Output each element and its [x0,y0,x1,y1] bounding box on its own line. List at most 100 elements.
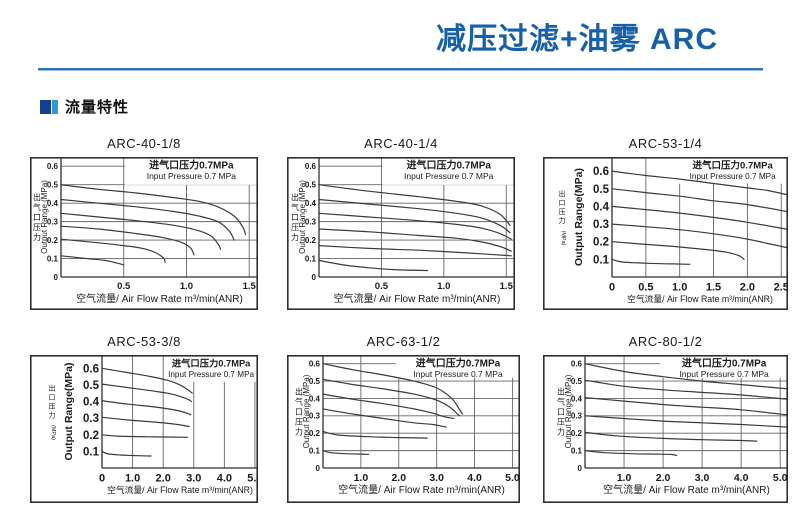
chart-text: 1.5 [500,281,514,292]
chart-text: 1.0 [180,281,193,292]
page-title: 减压过滤+油雾 ARC [436,23,718,56]
chart-text: Output Range (MPa) [564,374,573,448]
chart-text: 2.0 [740,282,755,294]
chart-text: 0.3 [305,217,317,226]
chart-text: 4.0 [217,473,232,485]
curve-0.2 [584,431,758,442]
chart-text: 力 [49,411,56,420]
chart-text: 0.5 [309,377,321,386]
chart-text: (MPa) [560,231,566,246]
chart-text: 4.0 [467,472,482,484]
chart-text: 0.5 [638,282,653,294]
chart-title: ARC-40-1/8 [107,136,181,151]
curve-0.1 [584,450,678,457]
chart-text: 2.0 [156,473,171,485]
chart-text: Output Range(MPa) [573,168,585,266]
chart-text: 2.0 [391,472,406,484]
chart-text: 0.5 [305,180,317,189]
chart-text: 压 [291,223,299,232]
chart-text: Output Range (MPa) [40,180,49,254]
chart-text: 进气口压力0.7MPa [682,357,767,370]
chart-text: 出 [33,192,41,202]
chart-text: 口 [33,213,41,222]
chart-text: 4.0 [734,472,749,484]
curve-0.3 [611,223,789,249]
section-title: 流量特性 [65,99,130,116]
curve-0.09 [318,259,429,272]
chart-text: 1.5 [243,281,257,292]
chart-text: Output Range (MPa) [302,374,311,448]
chart-text: 0 [578,464,583,473]
chart-text: 压 [559,208,566,216]
chart-text: 0.1 [305,254,317,263]
chart-text: 进气口压力0.7MPa [149,159,234,172]
curve-0.1 [101,450,152,457]
curve-0.27 [60,225,195,256]
chart-text: 0.4 [83,397,100,409]
curve-0.1 [322,450,370,455]
chart-text: 0.3 [571,412,583,421]
chart-text: 0.2 [83,430,99,442]
curve-0.2 [60,238,166,263]
curve-0.51 [322,378,460,417]
chart-text: 压 [33,223,41,232]
chart-title: ARC-40-1/4 [364,136,438,151]
chart-text: 0.1 [571,446,583,455]
curve-0.6 [322,363,463,415]
chart-text: 0.4 [593,201,610,213]
chart-text: 0 [54,273,59,282]
chart-text: 气 [33,202,41,212]
curve-0.5 [101,383,192,403]
chart-text: 0.1 [309,446,321,455]
chart-text: 0.5 [375,281,389,292]
chart-text: 0.1 [83,446,100,458]
chart-text: 空气流量/ Air Flow Rate m³/min(ANR) [338,483,505,496]
chart-text: 力 [557,427,565,437]
chart-text: Output Range (MPa) [298,180,307,254]
chart-text: 0.2 [305,236,317,245]
chart-text: 0.3 [593,219,609,231]
chart-text: 0.5 [117,281,131,292]
curve-0.11 [60,255,125,266]
chart-text: 3.0 [186,473,201,485]
curve-0.5 [584,379,789,400]
chart-text: 3.0 [695,472,710,484]
chart-text: (MPa) [50,425,56,440]
header-rule [38,68,763,71]
chart-text: Input Pressure 0.7 MPa [679,369,769,379]
chart-arc-63-1/2: ARC-63-1/2 进气口压力0.7MPa Input Pressure 0.7 … [287,334,520,503]
chart-text: 空气流量/ Air Flow Rate m³/min(ANR) [107,484,253,495]
curve-0.4 [101,400,192,416]
chart-text: 口 [49,394,56,402]
curve-0.42 [318,198,511,234]
chart-text: 气 [295,397,303,407]
chart-text: 出 [49,384,56,393]
curve-0.5 [60,184,247,236]
chart-text: 出 [291,192,299,202]
chart-text: 力 [559,216,566,225]
chart-text: 2.0 [656,472,671,484]
curve-0.2 [101,434,189,438]
chart-text: 空气流量/ Air Flow Rate m³/min(ANR) [76,292,243,305]
chart-text: 进气口压力0.7MPa [172,358,251,369]
chart-text: 压 [557,418,565,427]
chart-text: 0.5 [83,380,100,392]
chart-text: 0.2 [571,429,583,438]
chart-title: ARC-63-1/2 [366,334,441,349]
chart-text: 力 [295,427,303,437]
chart-text: 力 [291,232,299,242]
chart-text: 进气口压力0.7MPa [416,357,501,370]
chart-text: 0.6 [309,359,321,368]
chart-arc-53-1/4: ARC-53-1/4 进气口压力0.7MPa Input Pressure 0.7 … [543,136,789,310]
chart-text: 3.0 [429,472,444,484]
chart-text: 0.5 [593,184,610,196]
chart-title: ARC-80-1/2 [628,334,703,349]
curve-0.34 [322,408,447,428]
chart-text: 压 [295,418,303,427]
chart-arc-40-1/4: ARC-40-1/4 进气口压力0.7MPa Input Pressure 0.7 … [287,136,515,310]
chart-text: 压 [49,403,56,411]
chart-text: 0.3 [309,412,321,421]
